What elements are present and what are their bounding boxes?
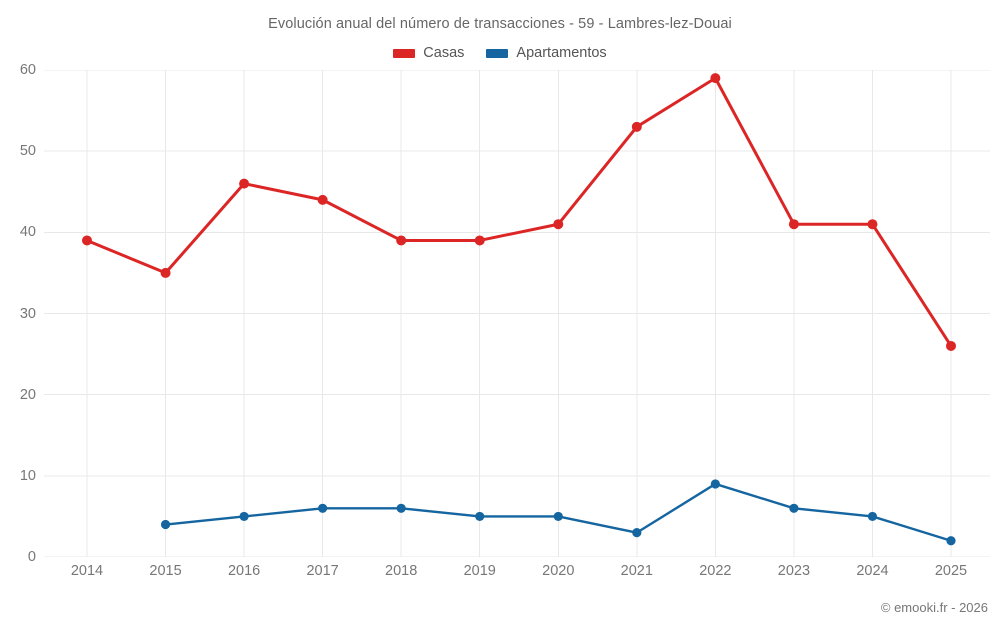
y-axis-tick-label: 10 xyxy=(19,467,36,484)
legend-label-apartamentos: Apartamentos xyxy=(516,45,607,61)
data-point[interactable] xyxy=(160,267,171,278)
x-axis: 2014 2015 2016 2017 2018 2019 2020 2021 2022 2023… xyxy=(44,563,990,587)
legend-label-casas: Casas xyxy=(423,45,465,61)
data-point[interactable] xyxy=(82,235,92,246)
y-axis-tick-label: 30 xyxy=(19,305,36,322)
series-line xyxy=(85,76,953,348)
data-point[interactable] xyxy=(710,479,720,489)
y-axis-tick-label: 20 xyxy=(19,386,36,403)
grid-lines xyxy=(44,70,990,557)
data-point[interactable] xyxy=(631,121,642,132)
data-point[interactable] xyxy=(396,503,406,513)
legend-item-casas[interactable]: Casas xyxy=(393,45,464,61)
x-axis-tick-label: 2015 xyxy=(149,563,182,579)
data-point[interactable] xyxy=(632,528,642,538)
data-point[interactable] xyxy=(867,511,878,522)
x-axis-tick-label: 2014 xyxy=(70,563,104,579)
data-point[interactable] xyxy=(239,178,250,189)
y-axis-tick-label: 40 xyxy=(19,224,36,241)
data-point[interactable] xyxy=(788,219,799,230)
series-casas xyxy=(82,73,956,351)
legend-swatch-casas xyxy=(393,48,416,58)
legend-item-apartamentos[interactable]: Apartamentos xyxy=(486,45,607,61)
data-point[interactable] xyxy=(789,503,799,513)
chart-plot-svg xyxy=(44,70,990,557)
plot-area xyxy=(44,70,990,557)
x-axis-tick-label: 2021 xyxy=(620,563,653,579)
chart-legend: Casas Apartamentos xyxy=(0,45,1000,61)
data-point[interactable] xyxy=(396,235,407,246)
y-axis-tick-label: 0 xyxy=(27,549,36,565)
data-point[interactable] xyxy=(474,235,485,246)
data-point[interactable] xyxy=(946,536,956,546)
x-axis-tick-label: 2018 xyxy=(385,563,418,579)
legend-swatch-apartamentos xyxy=(486,48,509,58)
footer-credit: © emooki.fr - 2026 xyxy=(880,600,988,615)
x-axis-tick-label: 2023 xyxy=(777,563,811,579)
data-point[interactable] xyxy=(318,503,328,513)
data-point[interactable] xyxy=(239,511,249,522)
x-axis-tick-label: 2016 xyxy=(227,563,261,579)
x-axis-tick-label: 2024 xyxy=(856,563,889,579)
x-axis-tick-label: 2017 xyxy=(306,563,339,579)
data-point[interactable] xyxy=(475,511,485,522)
data-point[interactable] xyxy=(317,194,328,205)
data-point[interactable] xyxy=(867,219,878,230)
x-axis-tick-label: 2025 xyxy=(934,563,968,579)
data-point[interactable] xyxy=(946,340,956,351)
x-axis-tick-label: 2022 xyxy=(699,563,732,579)
y-axis-tick-label: 60 xyxy=(19,62,36,78)
y-axis: 0 10 20 30 40 50 60 xyxy=(0,62,36,565)
data-point[interactable] xyxy=(160,519,171,530)
data-point[interactable] xyxy=(553,219,564,230)
x-axis-tick-label: 2019 xyxy=(463,563,496,579)
data-point[interactable] xyxy=(553,511,563,522)
x-axis-tick-label: 2020 xyxy=(542,563,575,579)
series-apartamentos xyxy=(160,479,956,546)
y-axis-tick-label: 50 xyxy=(19,143,36,160)
data-point[interactable] xyxy=(710,73,721,84)
chart-title: Evolución anual del número de transaccio… xyxy=(268,16,732,32)
